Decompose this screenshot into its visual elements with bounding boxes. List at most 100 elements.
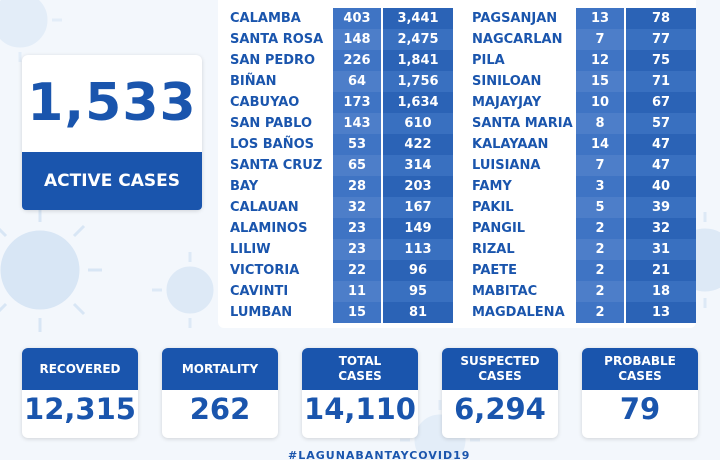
stat-box-probable-cases: PROBABLE CASES 79 — [582, 348, 698, 438]
municipality-name: NAGCARLAN — [472, 32, 563, 47]
municipality-name: SINILOAN — [472, 74, 542, 89]
table-row: MAGDALENA 2 13 — [472, 302, 696, 323]
active-count: 28 — [333, 176, 381, 197]
stat-value: 6,294 — [454, 392, 546, 426]
total-count: 1,756 — [383, 71, 453, 92]
municipality-name: SANTA ROSA — [230, 32, 324, 47]
active-count: 143 — [333, 113, 381, 134]
municipality-name: CAVINTI — [230, 284, 289, 299]
active-cases-label: ACTIVE CASES — [22, 152, 202, 210]
municipality-name: LUMBAN — [230, 305, 293, 320]
active-count: 13 — [576, 8, 624, 29]
total-count: 422 — [383, 134, 453, 155]
municipality-name: CALAUAN — [230, 200, 299, 215]
total-count: 2,475 — [383, 29, 453, 50]
active-count: 8 — [576, 113, 624, 134]
table-row: FAMY 3 40 — [472, 176, 696, 197]
stat-label: PROBABLE CASES — [582, 348, 698, 390]
total-count: 13 — [626, 302, 696, 323]
active-count: 15 — [333, 302, 381, 323]
active-count: 11 — [333, 281, 381, 302]
active-count: 7 — [576, 29, 624, 50]
municipality-name: MAGDALENA — [472, 305, 565, 320]
municipality-name: FAMY — [472, 179, 512, 194]
total-count: 21 — [626, 260, 696, 281]
stat-box-total-cases: TOTAL CASES 14,110 — [302, 348, 418, 438]
table-row: LILIW 23 113 — [230, 239, 454, 260]
table-row: MAJAYJAY 10 67 — [472, 92, 696, 113]
stat-label: MORTALITY — [162, 348, 278, 390]
stat-value: 12,315 — [24, 392, 136, 426]
table-row: SINILOAN 15 71 — [472, 71, 696, 92]
table-row: CALAMBA 403 3,441 — [230, 8, 454, 29]
table-row: LOS BAÑOS 53 422 — [230, 134, 454, 155]
table-row: VICTORIA 22 96 — [230, 260, 454, 281]
total-count: 67 — [626, 92, 696, 113]
active-count: 7 — [576, 155, 624, 176]
virus-icon — [152, 252, 228, 328]
table-row: PAGSANJAN 13 78 — [472, 8, 696, 29]
active-count: 53 — [333, 134, 381, 155]
table-row: LUMBAN 15 81 — [230, 302, 454, 323]
municipality-name: RIZAL — [472, 242, 515, 257]
active-count: 12 — [576, 50, 624, 71]
table-row: PILA 12 75 — [472, 50, 696, 71]
stat-label: TOTAL CASES — [302, 348, 418, 390]
municipality-name: SAN PABLO — [230, 116, 313, 131]
table-row: RIZAL 2 31 — [472, 239, 696, 260]
total-count: 96 — [383, 260, 453, 281]
total-count: 81 — [383, 302, 453, 323]
total-count: 40 — [626, 176, 696, 197]
municipality-table: CALAMBA 403 3,441 SANTA ROSA 148 2,475 SAN PED… — [218, 0, 696, 328]
active-count: 148 — [333, 29, 381, 50]
total-count: 314 — [383, 155, 453, 176]
active-count: 64 — [333, 71, 381, 92]
municipality-name: CABUYAO — [230, 95, 300, 110]
table-row: SAN PABLO 143 610 — [230, 113, 454, 134]
active-count: 14 — [576, 134, 624, 155]
table-row: PAKIL 5 39 — [472, 197, 696, 218]
table-row: ALAMINOS 23 149 — [230, 218, 454, 239]
total-count: 1,841 — [383, 50, 453, 71]
active-count: 2 — [576, 260, 624, 281]
table-row: NAGCARLAN 7 77 — [472, 29, 696, 50]
active-cases-value: 1,533 — [27, 73, 197, 133]
active-count: 2 — [576, 302, 624, 323]
stat-label: RECOVERED — [22, 348, 138, 390]
municipality-name: SAN PEDRO — [230, 53, 316, 68]
active-count: 10 — [576, 92, 624, 113]
total-count: 203 — [383, 176, 453, 197]
table-row: LUISIANA 7 47 — [472, 155, 696, 176]
active-count: 22 — [333, 260, 381, 281]
active-count: 226 — [333, 50, 381, 71]
active-count: 23 — [333, 239, 381, 260]
total-count: 71 — [626, 71, 696, 92]
table-row: SANTA CRUZ 65 314 — [230, 155, 454, 176]
municipality-name: PAETE — [472, 263, 518, 278]
stat-label: SUSPECTED CASES — [442, 348, 558, 390]
active-cases-card: 1,533 ACTIVE CASES — [22, 55, 202, 210]
municipality-name: PANGIL — [472, 221, 526, 236]
municipality-name: LILIW — [230, 242, 271, 257]
table-row: SANTA ROSA 148 2,475 — [230, 29, 454, 50]
table-row: CABUYAO 173 1,634 — [230, 92, 454, 113]
total-count: 167 — [383, 197, 453, 218]
total-count: 18 — [626, 281, 696, 302]
municipality-name: ALAMINOS — [230, 221, 308, 236]
total-count: 78 — [626, 8, 696, 29]
total-count: 31 — [626, 239, 696, 260]
municipality-name: MAJAYJAY — [472, 95, 542, 110]
total-count: 77 — [626, 29, 696, 50]
total-count: 75 — [626, 50, 696, 71]
municipality-name: LOS BAÑOS — [230, 137, 315, 152]
municipality-name: PAGSANJAN — [472, 11, 558, 26]
table-row: KALAYAAN 14 47 — [472, 134, 696, 155]
table-row: BAY 28 203 — [230, 176, 454, 197]
municipality-name: SANTA MARIA — [472, 116, 573, 131]
municipality-name: MABITAC — [472, 284, 538, 299]
active-count: 5 — [576, 197, 624, 218]
active-count: 2 — [576, 281, 624, 302]
total-count: 610 — [383, 113, 453, 134]
total-count: 47 — [626, 134, 696, 155]
active-count: 15 — [576, 71, 624, 92]
